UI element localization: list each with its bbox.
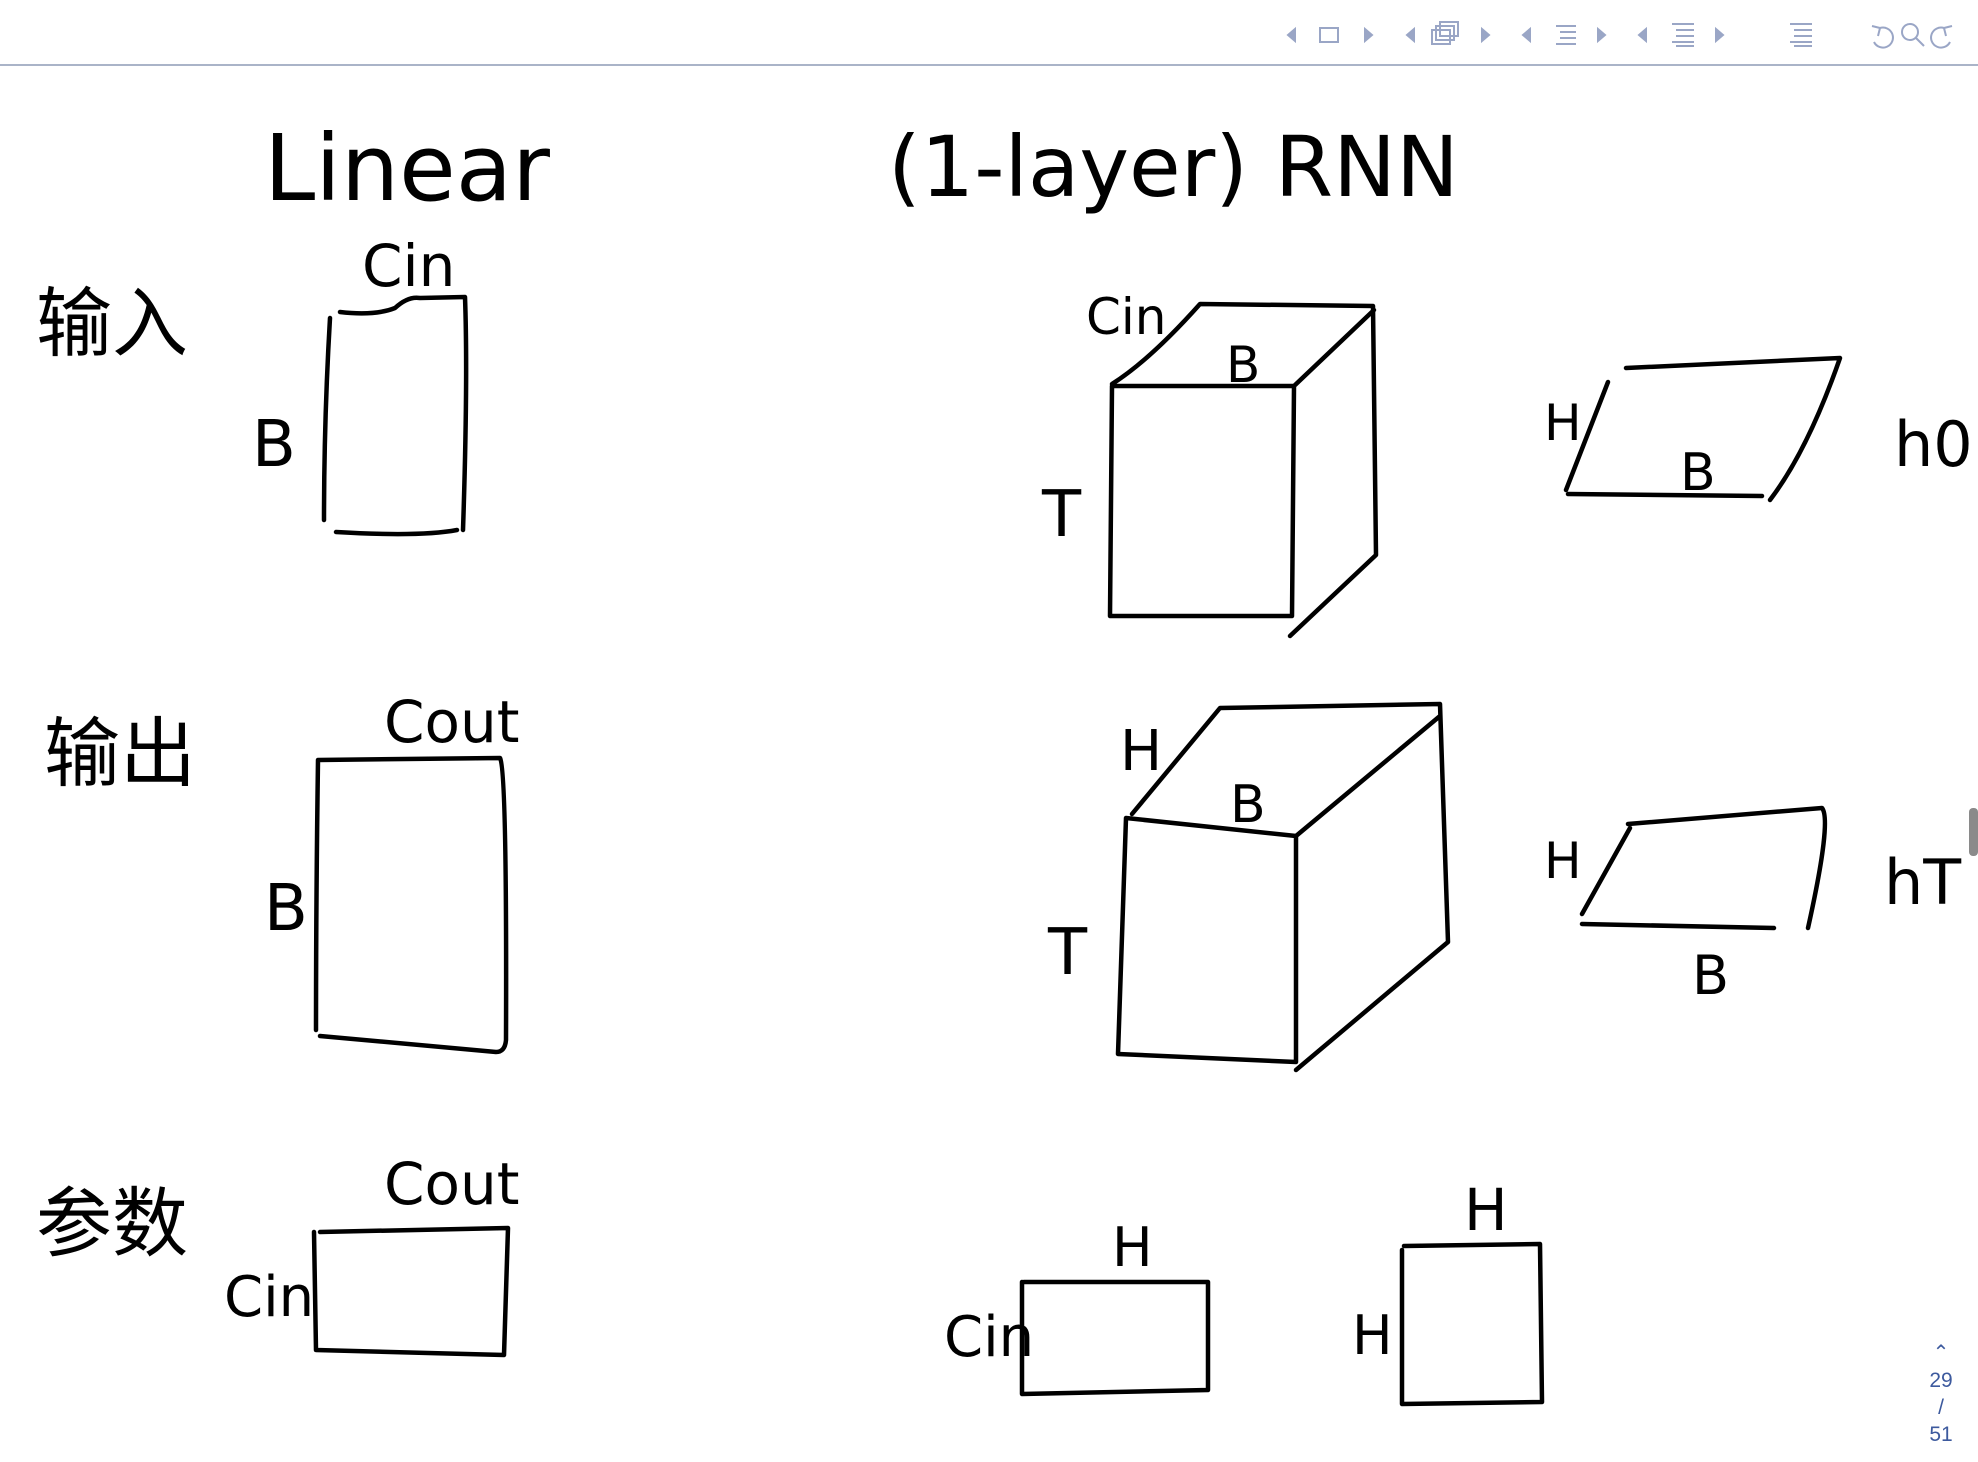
rnn-param-ih-top-label: H: [1112, 1216, 1153, 1279]
beamer-navigation-bar: [0, 0, 1978, 66]
rnn-output-depth-label: H: [1120, 719, 1162, 784]
rnn-h0-name-label: h0: [1894, 408, 1973, 481]
subsection-nav[interactable]: [1405, 21, 1491, 45]
linear-params-side-label: Cin: [224, 1265, 314, 1330]
presentation-back-icon[interactable]: [1637, 26, 1647, 44]
rnn-param-hh-side-label: H: [1352, 1304, 1393, 1367]
rnn-param-ih-side-label: Cin: [944, 1305, 1034, 1370]
presentation-nav[interactable]: [1637, 23, 1725, 47]
outline-icon[interactable]: [1790, 23, 1812, 47]
rnn-h0-shape: [1563, 355, 1843, 503]
linear-params-top-label: Cout: [384, 1150, 519, 1218]
page-separator: /: [1938, 1396, 1944, 1419]
section-back-icon[interactable]: [1521, 26, 1531, 44]
frame-icon[interactable]: [1319, 27, 1339, 43]
rnn-output-cube: [1115, 701, 1451, 1073]
presentation-forward-icon[interactable]: [1715, 26, 1725, 44]
rnn-h0-side-label: H: [1544, 394, 1582, 452]
rnn-hT-name-label: hT: [1884, 846, 1962, 919]
rnn-hT-bottom-label: B: [1692, 944, 1729, 1007]
undo-icon[interactable]: [1871, 25, 1894, 49]
rnn-param-ih-rect: [1019, 1279, 1211, 1397]
rnn-output-side-label: T: [1047, 916, 1088, 990]
frame-forward-icon[interactable]: [1364, 26, 1374, 44]
linear-input-side-label: B: [252, 408, 296, 482]
linear-params-rect: [311, 1225, 511, 1358]
page-indicator: ⌃ 29 / 51: [1920, 1340, 1962, 1448]
rnn-heading: (1-layer) RNN: [888, 118, 1459, 216]
scrollbar-thumb[interactable]: [1969, 808, 1978, 856]
presentation-icon[interactable]: [1672, 23, 1694, 47]
row-label-input: 输入: [36, 279, 188, 368]
linear-input-rect: [321, 294, 469, 537]
rnn-param-hh-top-label: H: [1464, 1176, 1508, 1244]
section-icon[interactable]: [1556, 25, 1576, 45]
rnn-input-cube: [1107, 301, 1379, 639]
frame-back-icon[interactable]: [1286, 26, 1296, 44]
rnn-input-top-label: B: [1226, 336, 1260, 394]
linear-output-rect: [313, 755, 509, 1055]
redo-icon[interactable]: [1930, 25, 1953, 49]
rnn-output-top-label: B: [1230, 775, 1266, 835]
navigation-icons: [1286, 21, 1953, 49]
chevron-up-icon[interactable]: ⌃: [1932, 1342, 1950, 1364]
row-label-output: 输出: [44, 709, 196, 798]
rnn-h0-bottom-label: B: [1680, 443, 1716, 503]
search-icon[interactable]: [1901, 23, 1925, 47]
subsection-icon[interactable]: [1431, 21, 1459, 45]
linear-output-top-label: Cout: [384, 688, 519, 756]
section-nav[interactable]: [1521, 25, 1607, 45]
linear-input-top-label: Cin: [362, 232, 455, 300]
page-current: 29: [1929, 1369, 1953, 1392]
linear-output-side-label: B: [264, 872, 308, 946]
section-forward-icon[interactable]: [1597, 26, 1607, 44]
subsection-back-icon[interactable]: [1405, 26, 1415, 44]
row-label-params: 参数: [36, 1179, 188, 1268]
rnn-hT-shape: [1579, 805, 1828, 931]
rnn-hT-side-label: H: [1544, 832, 1582, 890]
rnn-input-side-label: T: [1041, 478, 1082, 552]
rnn-param-hh-rect: [1399, 1241, 1545, 1407]
frame-nav[interactable]: [1286, 26, 1374, 44]
subsection-forward-icon[interactable]: [1481, 26, 1491, 44]
page-total: 51: [1929, 1423, 1953, 1446]
linear-heading: Linear: [264, 115, 550, 222]
rnn-input-depth-label: Cin: [1086, 288, 1167, 346]
